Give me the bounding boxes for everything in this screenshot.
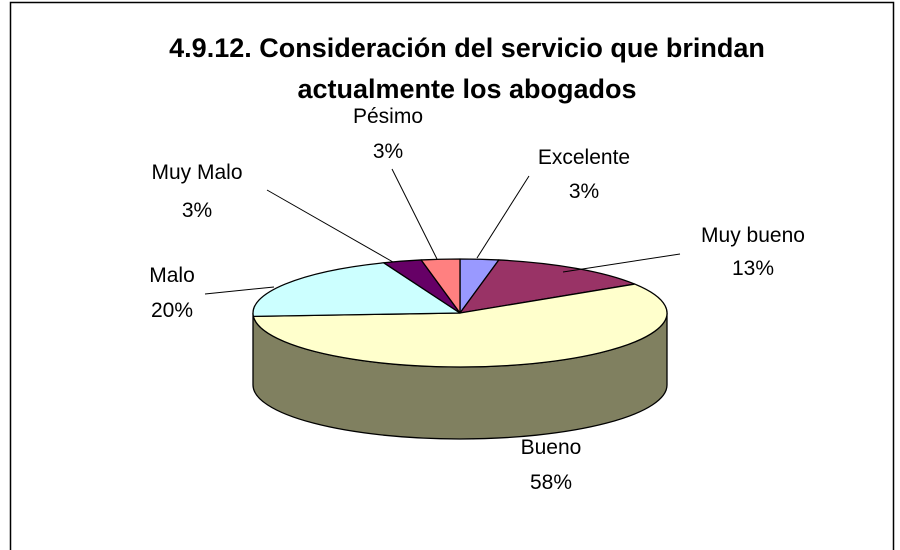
leader-line (562, 253, 681, 273)
leader-line (204, 286, 275, 295)
slice-label-percent: 58% (530, 471, 572, 494)
slice-label-category: Muy bueno (701, 224, 805, 247)
pie-leaders (204, 168, 681, 295)
slice-label-category: Malo (149, 264, 195, 287)
slice-label-percent: 3% (182, 199, 212, 222)
leader-line (391, 168, 438, 260)
slice-label-category: Excelente (538, 146, 630, 169)
leader-line (476, 175, 530, 259)
chart-title-line-2: actualmente los abogados (297, 74, 636, 104)
slice-label-percent: 13% (732, 257, 774, 280)
slice-label-percent: 3% (569, 180, 599, 203)
pie-slice-malo (252, 262, 461, 318)
pie-tops (252, 258, 668, 368)
chart-title-line-1: 4.9.12. Consideración del servicio que b… (169, 33, 765, 63)
pie-slice-muy-bueno (459, 259, 636, 314)
slice-label-category: Bueno (521, 436, 582, 459)
slice-label-percent: 3% (373, 140, 403, 163)
pie-slice-pésimo (420, 258, 461, 314)
slice-label-category: Pésimo (353, 105, 423, 128)
leader-line (266, 189, 394, 263)
slice-label-category: Muy Malo (151, 161, 242, 184)
chart-border (9, 1, 895, 550)
pie-labels: Excelente 3% Muy bueno 13% Bueno 58% Malo 20% Mu… (149, 105, 805, 494)
pie-slice-bueno (252, 283, 668, 368)
slice-label-percent: 20% (151, 299, 193, 322)
